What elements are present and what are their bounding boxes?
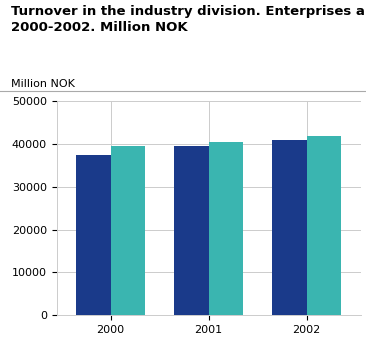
Bar (76, 155, 111, 315)
Legend: Enterprises, LKAUs: Enterprises, LKAUs (127, 359, 290, 362)
Bar (307, 135, 341, 315)
Text: Million NOK: Million NOK (11, 79, 75, 89)
Text: Turnover in the industry division. Enterprises and LKAUs.
2000-2002. Million NOK: Turnover in the industry division. Enter… (11, 5, 366, 34)
Bar (111, 146, 145, 315)
Bar (272, 140, 307, 315)
Bar (209, 142, 243, 315)
Bar (174, 146, 209, 315)
